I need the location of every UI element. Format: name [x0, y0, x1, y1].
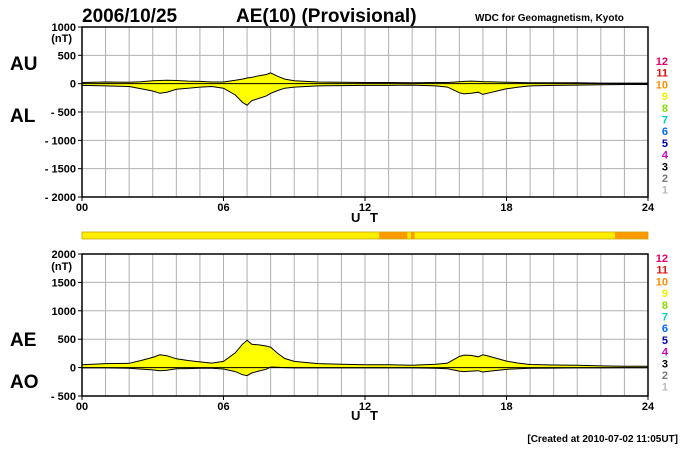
- station-bar-segment: [379, 232, 408, 239]
- station-legend-item: 4: [662, 150, 669, 162]
- y-tick-label: 0: [70, 363, 76, 375]
- station-count-bar: [81, 231, 649, 240]
- series-line-ae: [81, 339, 648, 367]
- station-legend-item: 1: [662, 382, 668, 394]
- x-tick-label: 18: [500, 401, 512, 413]
- station-legend-item: 8: [662, 300, 668, 312]
- station-legend-item: 6: [662, 126, 668, 138]
- x-tick-label: 18: [500, 202, 512, 214]
- y-tick-label: 1000: [52, 306, 76, 318]
- station-legend-item: 5: [662, 335, 668, 347]
- y-tick-label: 0: [70, 79, 76, 91]
- y-tick-label: 500: [58, 334, 76, 346]
- station-bar-segment: [414, 232, 615, 239]
- x-tick-label: 24: [642, 401, 655, 413]
- y-tick-label: - 1500: [45, 164, 76, 176]
- x-tick-label: 12: [359, 202, 371, 214]
- series-line-au: [81, 72, 648, 84]
- series-line-al: [81, 84, 648, 106]
- x-tick-label: 24: [642, 202, 655, 214]
- station-bar-frame: [81, 231, 649, 240]
- ae-side-label: AE: [10, 330, 36, 351]
- x-tick-label: 06: [217, 401, 229, 413]
- x-tick-label: 00: [76, 202, 88, 214]
- au-al-unit-label: (nT): [51, 33, 72, 45]
- station-legend-item: 7: [662, 115, 668, 127]
- station-legend-item: 12: [656, 253, 668, 265]
- station-legend-item: 1: [662, 185, 668, 197]
- station-bar-segment: [614, 232, 648, 239]
- ao-side-label: AO: [10, 372, 39, 393]
- station-legend-item: 10: [656, 79, 668, 91]
- ae-ao-unit-label: (nT): [51, 261, 72, 273]
- y-tick-label: 2000: [52, 249, 76, 261]
- station-legend-item: 4: [662, 347, 669, 359]
- station-legend-item: 11: [656, 265, 668, 277]
- area-fill: [82, 340, 648, 376]
- y-tick-label: 1000: [52, 22, 76, 34]
- station-legend-item: 9: [662, 91, 668, 103]
- station-bar-segment: [407, 232, 411, 239]
- station-bar-segment: [410, 232, 415, 239]
- station-legend-item: 11: [656, 68, 668, 80]
- date-title: 2006/10/25: [82, 6, 178, 27]
- y-tick-label: - 1000: [45, 135, 76, 147]
- station-legend-item: 7: [662, 312, 668, 324]
- station-legend-item: 10: [656, 276, 668, 288]
- al-side-label: AL: [10, 106, 36, 127]
- station-bar-segment: [82, 232, 380, 239]
- x-tick-label: 12: [359, 401, 371, 413]
- au-side-label: AU: [10, 54, 37, 75]
- credit-label: WDC for Geomagnetism, Kyoto: [475, 13, 624, 24]
- au-al-xaxis-label: U T: [351, 210, 381, 225]
- y-tick-label: - 500: [51, 107, 76, 119]
- index-title: AE(10) (Provisional): [236, 6, 417, 27]
- station-legend-item: 5: [662, 138, 668, 150]
- station-legend-item: 2: [662, 173, 668, 185]
- station-legend-item: 6: [662, 323, 668, 335]
- y-tick-label: 1500: [52, 277, 76, 289]
- y-tick-label: 500: [58, 50, 76, 62]
- ae-ao-xaxis-label: U T: [351, 408, 381, 423]
- station-legend-item: 3: [662, 358, 668, 370]
- station-legend-item: 2: [662, 370, 668, 382]
- station-legend-item: 12: [656, 56, 668, 68]
- created-stamp: [Created at 2010-07-02 11:05UT]: [527, 434, 678, 445]
- station-legend-item: 9: [662, 288, 668, 300]
- station-legend-item: 8: [662, 103, 668, 115]
- x-tick-label: 00: [76, 401, 88, 413]
- y-tick-label: - 500: [51, 391, 76, 403]
- station-legend-item: 3: [662, 161, 668, 173]
- y-tick-label: - 2000: [45, 192, 76, 204]
- x-tick-label: 06: [217, 202, 229, 214]
